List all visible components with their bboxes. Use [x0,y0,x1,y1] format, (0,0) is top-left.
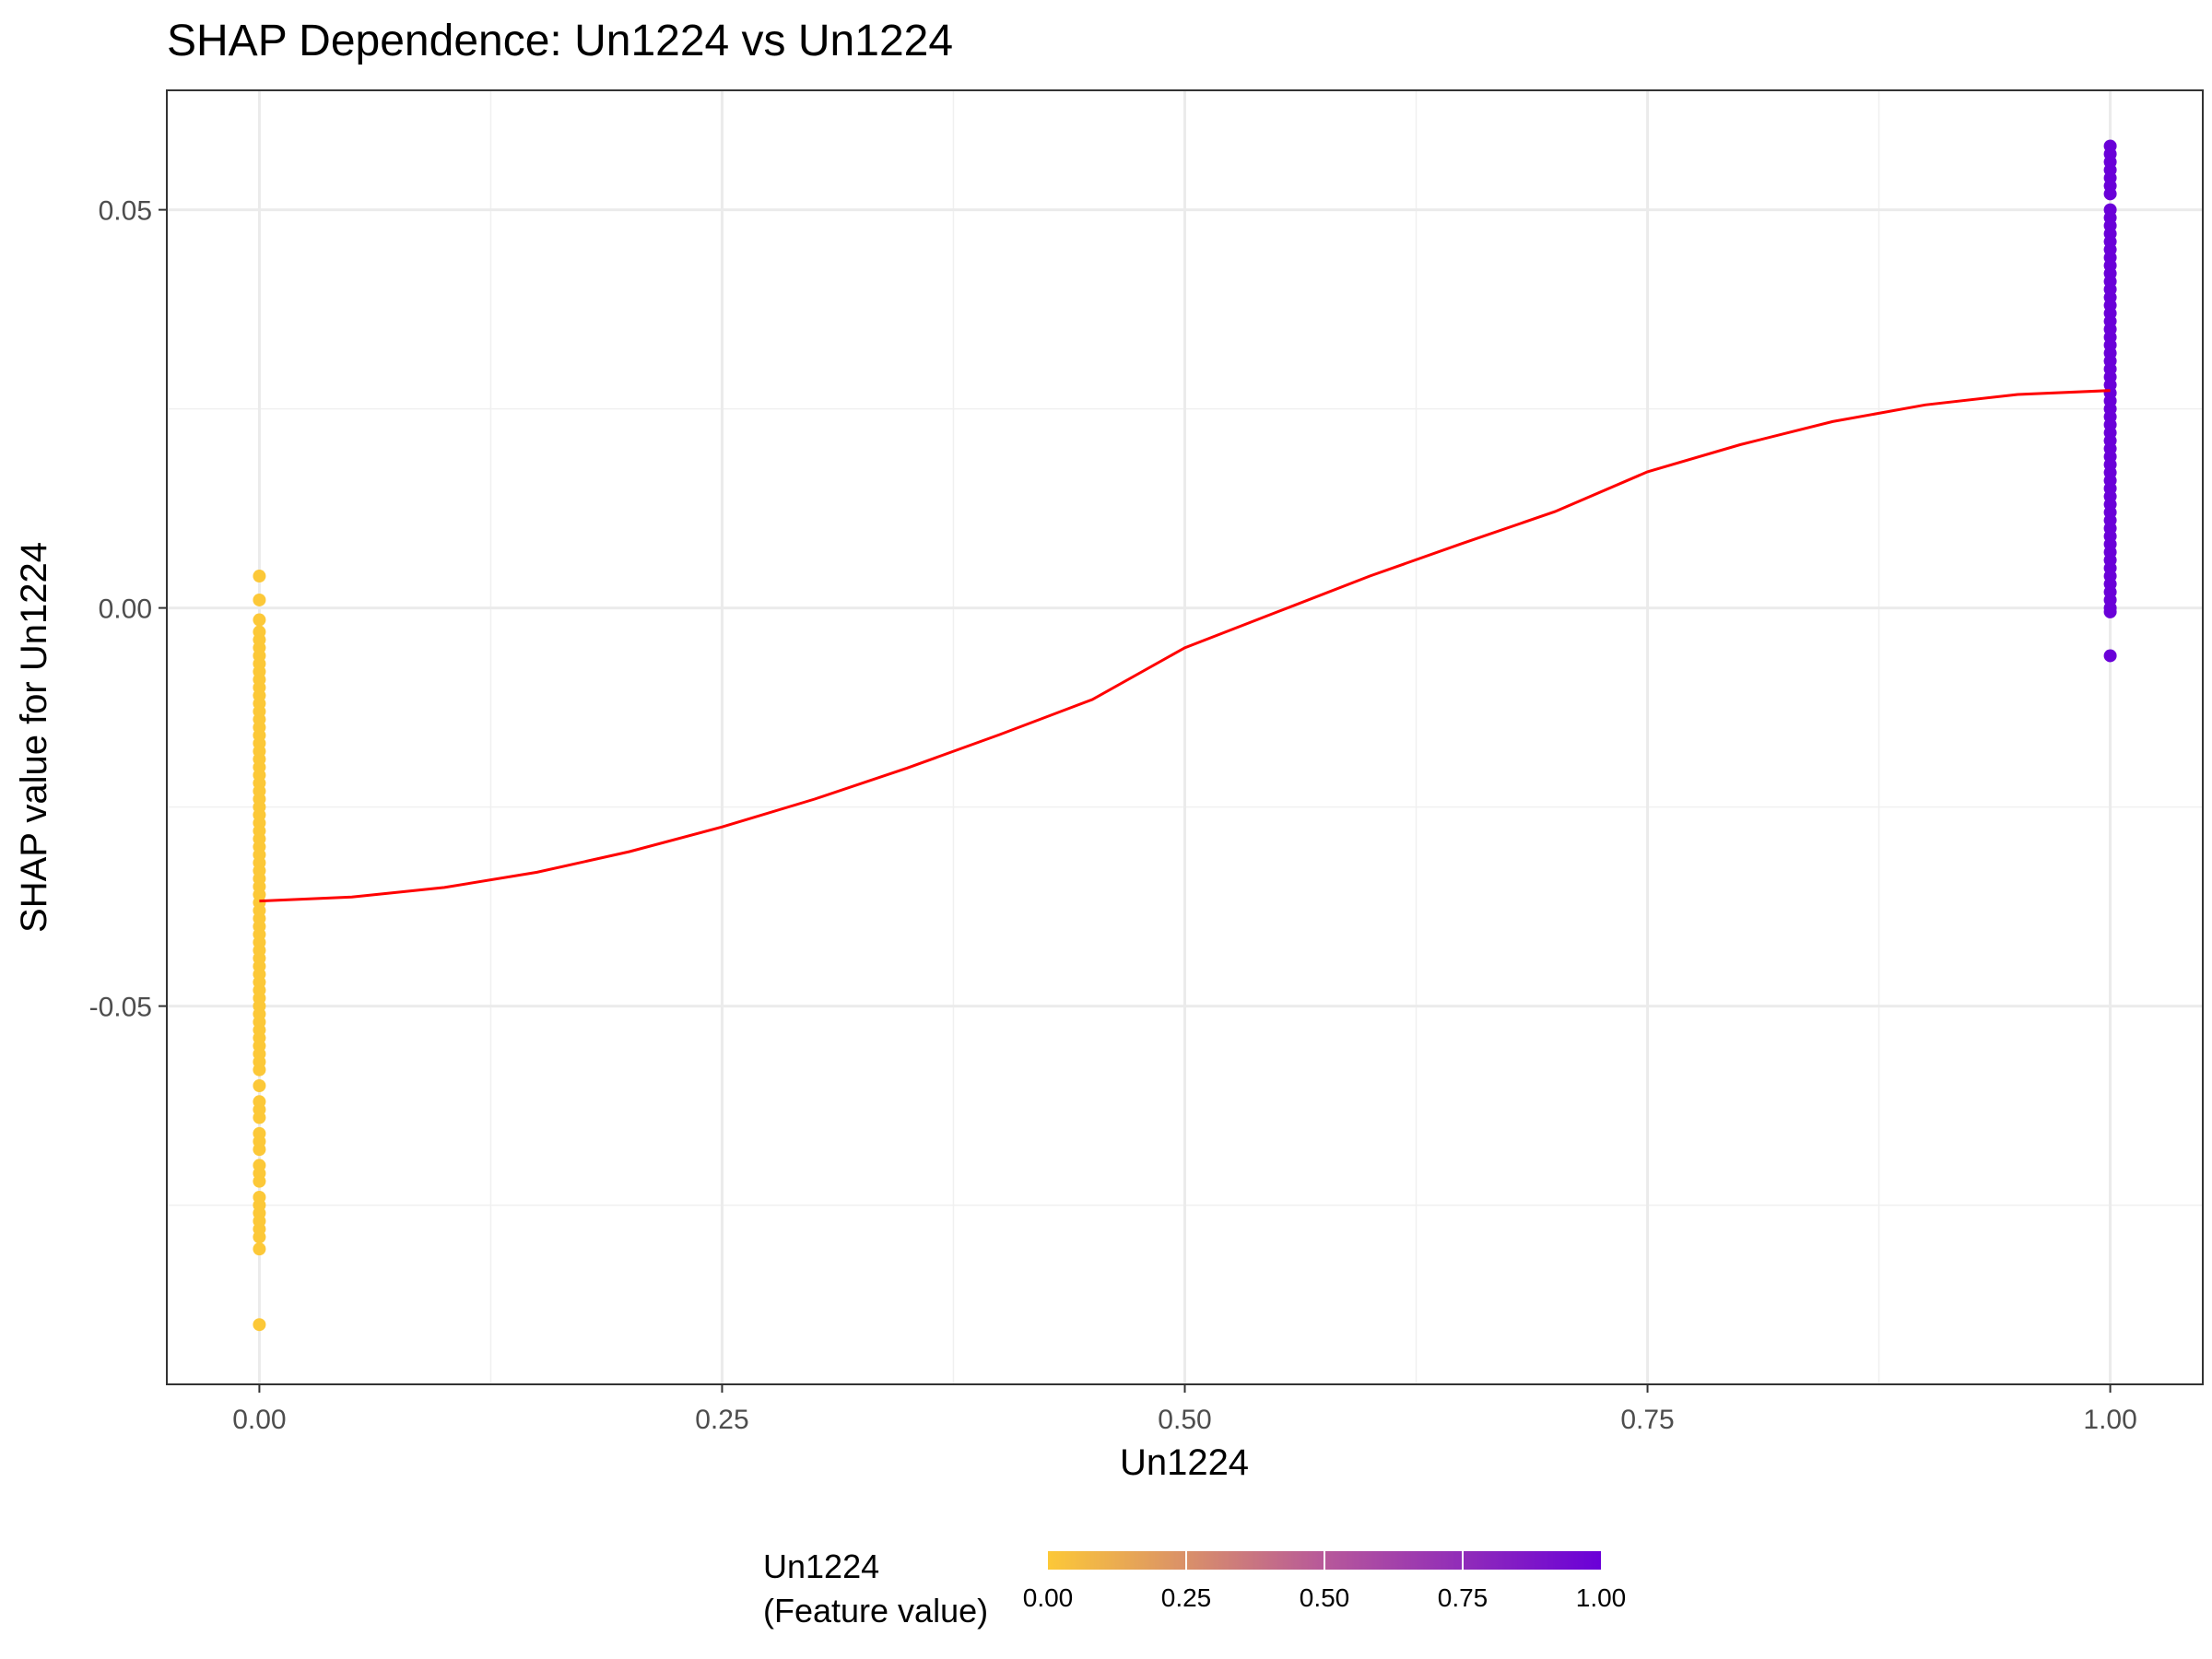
color-legend: Un1224 (Feature value) 0.00 0.25 0.50 0.75 1… [763,1547,1626,1630]
smooth-trend-line [259,389,2111,903]
x-axis-ticks: 0.00 0.25 0.50 0.75 1.00 [232,1384,2137,1435]
legend-title-line1: Un1224 [763,1547,879,1585]
legend-tick-label: 0.25 [1161,1583,1212,1612]
y-tick-label: -0.05 [89,993,152,1023]
point-x0 [253,1242,266,1256]
x-tick-label: 1.00 [2083,1405,2136,1435]
x-tick-label: 0.25 [695,1405,748,1435]
y-axis-title: SHAP value for Un1224 [14,542,54,933]
legend-tick-label: 0.50 [1300,1583,1350,1612]
point-x0 [253,593,266,606]
y-tick-label: 0.00 [99,594,152,625]
legend-tick-label: 0.75 [1438,1583,1488,1612]
point-x0 [253,1063,266,1077]
point-x1 [2103,187,2117,201]
point-x0 [253,1230,266,1244]
point-x0 [253,570,266,583]
grid-lines [167,90,2203,1384]
point-x0 [253,1318,266,1332]
point-x0 [253,1111,266,1124]
point-x0 [253,613,266,627]
point-x0 [253,1143,266,1157]
x-tick-label: 0.50 [1158,1405,1211,1435]
legend-tick-label: 0.00 [1023,1583,1074,1612]
legend-tick-label: 1.00 [1576,1583,1627,1612]
legend-title-line2: (Feature value) [763,1592,988,1630]
point-x1 [2103,649,2117,663]
chart-title: SHAP Dependence: Un1224 vs Un1224 [167,17,953,65]
point-x0 [253,1174,266,1188]
x-tick-label: 0.75 [1620,1405,1674,1435]
y-tick-label: 0.05 [99,196,152,227]
x-axis-title: Un1224 [1120,1442,1249,1483]
y-axis-ticks: -0.05 0.00 0.05 [89,196,167,1023]
point-x0 [253,1079,266,1092]
scatter-points [253,139,2117,1332]
legend-ticks: 0.00 0.25 0.50 0.75 1.00 [1023,1551,1627,1612]
point-x1 [2103,605,2117,618]
x-tick-label: 0.00 [232,1405,286,1435]
